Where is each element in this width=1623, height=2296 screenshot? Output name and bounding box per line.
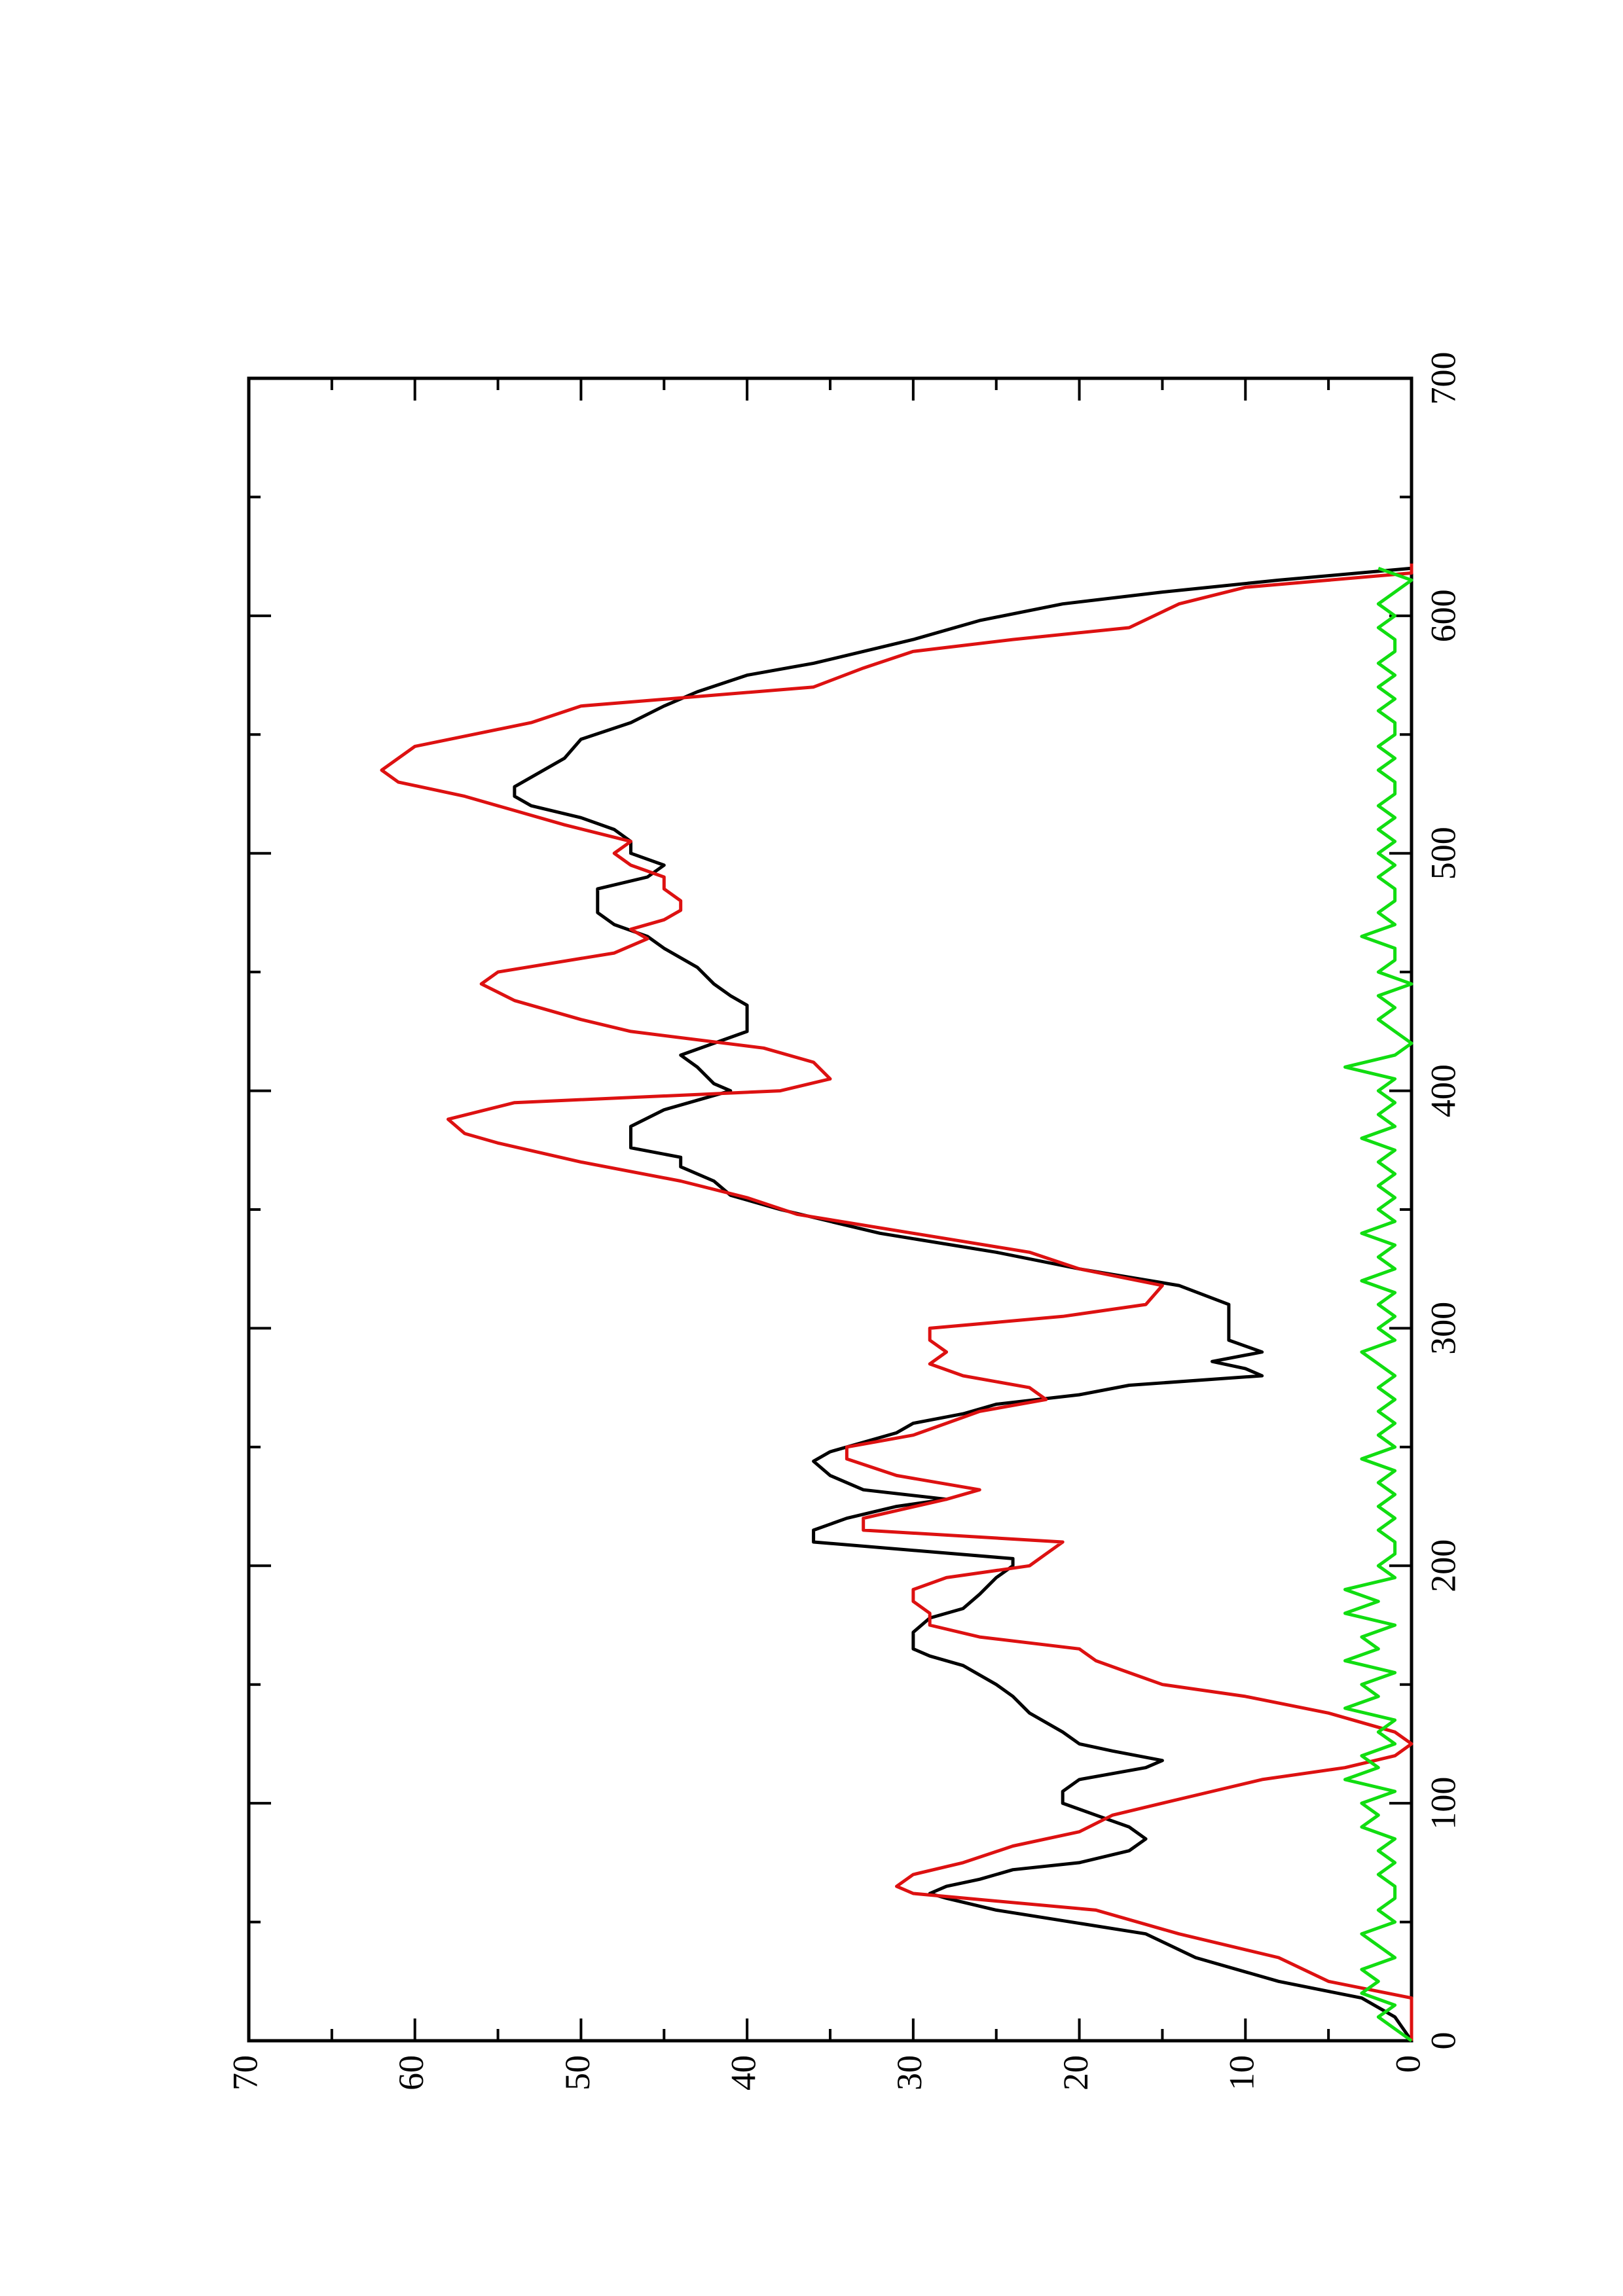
y-tick-label: 40 (724, 2055, 763, 2090)
y-tick-label: 60 (392, 2055, 431, 2090)
x-tick-label: 0 (1423, 2032, 1463, 2050)
y-tick-label: 10 (1222, 2055, 1262, 2090)
x-tick-label: 600 (1423, 589, 1463, 642)
x-tick-label: 300 (1423, 1302, 1463, 1355)
x-tick-label: 100 (1423, 1777, 1463, 1830)
tick-labels: 0 100 200 300 400 500 600 700 0 10 20 30 40 50 60 70 (225, 352, 1463, 2091)
series-line-2 (380, 564, 1413, 2041)
y-tick-label: 30 (890, 2055, 929, 2090)
x-tick-label: 400 (1423, 1064, 1463, 1117)
y-tick-label: 50 (558, 2055, 597, 2090)
y-tick-label: 0 (1388, 2055, 1427, 2073)
axis-ticks (247, 377, 1413, 2042)
series-layer (380, 564, 1413, 2043)
y-tick-label: 20 (1056, 2055, 1095, 2090)
x-tick-label: 500 (1423, 827, 1463, 880)
plot-frame (247, 376, 1413, 2043)
y-tick-label: 70 (225, 2055, 264, 2090)
x-tick-label: 700 (1423, 352, 1463, 405)
series-line-3 (1343, 566, 1413, 2043)
x-tick-label: 200 (1423, 1539, 1463, 1592)
series-line-1 (513, 566, 1413, 2042)
